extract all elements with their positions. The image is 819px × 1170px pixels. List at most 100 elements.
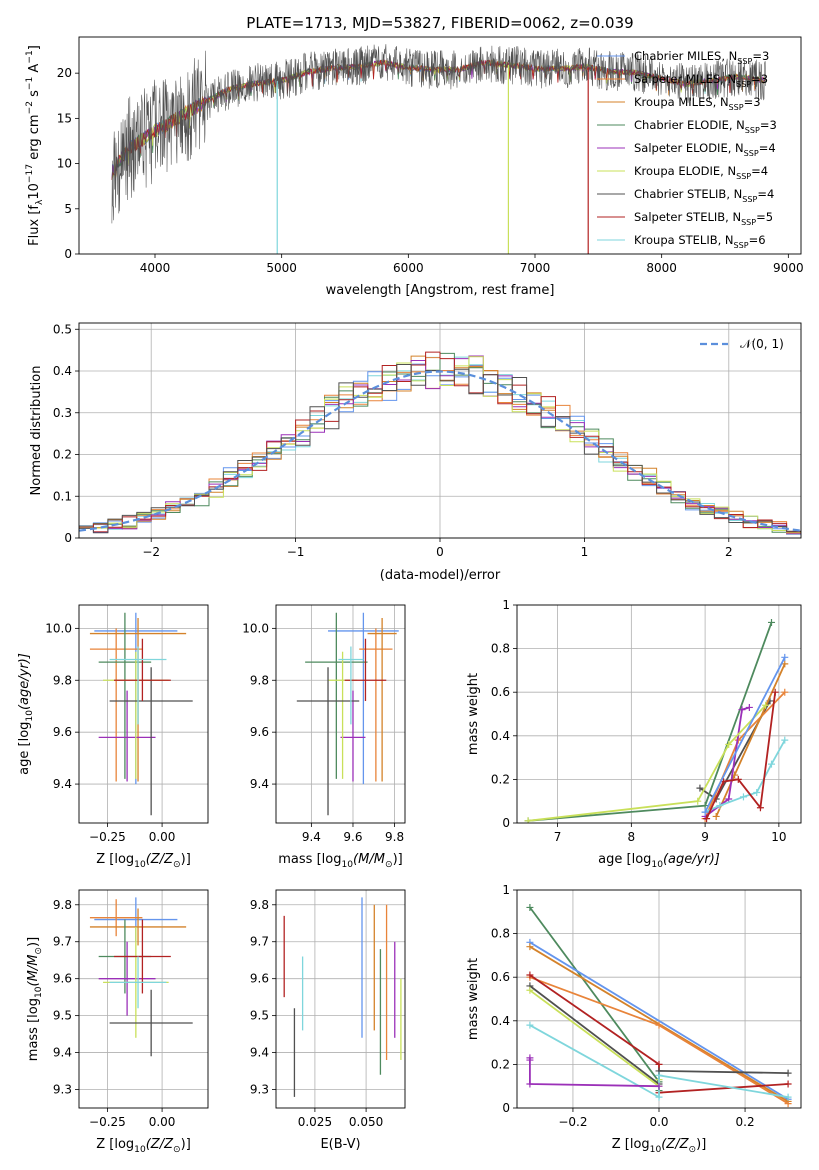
marker-plus xyxy=(526,903,534,911)
y-tick-label: 15 xyxy=(57,111,72,125)
x-axis-label-part: ⊙ xyxy=(173,1145,181,1155)
x-axis-label-part: (Z/Z xyxy=(661,1137,689,1152)
marker-plus xyxy=(716,802,724,810)
y-tick-label: 0.3 xyxy=(53,406,72,420)
y-tick-label: 0.1 xyxy=(53,489,72,503)
y-axis-label-part: (M/M xyxy=(26,955,41,987)
x-axis-label-part: Z [log xyxy=(612,1137,650,1152)
y-axis-label-part: 10 xyxy=(25,710,35,722)
x-tick-label: −2 xyxy=(142,545,160,559)
marker-plus xyxy=(526,971,534,979)
x-tick-label: 0.050 xyxy=(349,1115,383,1129)
marker-plus xyxy=(524,817,532,823)
x-tick-label: 0.025 xyxy=(298,1115,332,1129)
legend-label: Kroupa STELIB, NSSP=6 xyxy=(634,233,766,250)
y-tick-label: 0 xyxy=(64,247,72,261)
x-tick-label: −0.25 xyxy=(89,830,126,844)
y-axis-label: mass weight xyxy=(466,958,481,1040)
marker-plus xyxy=(655,1021,663,1029)
plot-area xyxy=(89,612,193,816)
y-axis-label: Flux [fλ10−17 erg cm−2 s−1 A−1] xyxy=(25,45,45,246)
age-vs-mass-panel: 9.4 9.6 9.8 9.4 9.6 9.8 10.0 mass [log10(M/M⊙)] xyxy=(242,604,406,870)
y-tick-label: 9.5 xyxy=(250,1009,269,1023)
legend-label-part: Chabrier ELODIE, N xyxy=(634,118,745,132)
y-tick-label: 9.7 xyxy=(53,935,72,949)
legend-label-part: SSP xyxy=(744,149,759,158)
y-axis-label-part: −17 xyxy=(25,164,35,183)
y-tick-label: 0 xyxy=(502,816,510,830)
y-axis-label-part: −2 xyxy=(25,101,35,114)
weight-line-cm xyxy=(704,656,786,813)
y-tick-label: 9.4 xyxy=(53,777,72,791)
y-axis-label-part: s xyxy=(27,90,42,101)
legend-label-part: =3 xyxy=(760,118,777,132)
y-axis-label-part: −1 xyxy=(25,77,35,90)
y-axis-label: mass weight xyxy=(466,673,481,755)
x-tick-label: 9 xyxy=(701,830,709,844)
y-tick-label: 9.6 xyxy=(250,972,269,986)
marker-plus xyxy=(655,1093,663,1101)
marker-plus xyxy=(767,618,775,626)
weight-line-ce xyxy=(528,622,773,822)
legend-label-part: =4 xyxy=(759,141,776,155)
y-tick-label: 0.6 xyxy=(491,685,510,699)
x-axis-label-part: )] xyxy=(696,1137,706,1152)
axes-frame xyxy=(275,889,406,1109)
x-axis-label: age [log10(age/yr)] xyxy=(598,852,720,870)
marker-plus xyxy=(655,1060,663,1068)
x-axis-label-part: age [log xyxy=(598,852,651,867)
x-axis-label-part: ⊙ xyxy=(173,860,181,870)
legend-label-gaussian: 𝒩(0, 1) xyxy=(740,337,784,351)
marker-plus xyxy=(694,797,702,805)
marker-plus xyxy=(784,1100,792,1108)
marker-plus xyxy=(725,741,733,749)
x-tick-label: 5000 xyxy=(266,261,297,275)
x-tick-label: 7000 xyxy=(520,261,551,275)
y-tick-label: 10.0 xyxy=(242,621,269,635)
legend-label-part: SSP xyxy=(736,80,751,89)
y-axis-label-part: age [log xyxy=(17,722,32,775)
legend-label-part: =3 xyxy=(751,72,768,86)
plot-area xyxy=(79,351,801,535)
grid xyxy=(79,605,208,823)
y-tick-label: 9.8 xyxy=(53,673,72,687)
x-axis-label: E(B-V) xyxy=(320,1137,360,1152)
marker-plus xyxy=(784,1069,792,1077)
y-axis-label-part: ] xyxy=(27,45,42,50)
x-tick-label: 9.4 xyxy=(302,830,321,844)
weight-line-ke xyxy=(529,989,660,1088)
y-axis-label: mass [log10(M/M⊙)] xyxy=(26,937,44,1061)
marker-plus xyxy=(739,793,747,801)
x-tick-label: 8000 xyxy=(646,261,677,275)
y-tick-label: 0.2 xyxy=(491,772,510,786)
legend-label: Chabrier ELODIE, NSSP=3 xyxy=(634,118,777,135)
y-tick-label: 9.6 xyxy=(250,725,269,739)
y-tick-label: 1 xyxy=(502,598,510,612)
marker-plus xyxy=(526,1080,534,1088)
x-tick-label: 8 xyxy=(628,830,636,844)
marker-plus xyxy=(781,688,789,696)
legend-label-part: SSP xyxy=(729,103,744,112)
legend-label: Kroupa ELODIE, NSSP=4 xyxy=(634,164,768,181)
y-tick-label: 9.5 xyxy=(53,1009,72,1023)
plot-area xyxy=(89,897,193,1057)
legend-label-part: SSP xyxy=(741,218,756,227)
plot-area xyxy=(111,44,766,254)
y-tick-label: 0.8 xyxy=(491,642,510,656)
x-axis-label: Z [log10(Z/Z⊙)] xyxy=(612,1137,707,1155)
y-axis-label: age [log10(age/yr)] xyxy=(17,653,35,775)
marker-plus xyxy=(703,815,711,823)
y-tick-label: 10 xyxy=(57,157,72,171)
marker-plus xyxy=(712,812,720,820)
marker-plus xyxy=(655,1082,663,1090)
grid xyxy=(276,890,405,1108)
residual-histogram-panel: −2 −1 0 1 2 0 0.1 0.2 0.3 0.4 0.5 𝒩(0, 1) (data-mode… xyxy=(29,322,802,583)
figure-title: PLATE=1713, MJD=53827, FIBERID=0062, z=0… xyxy=(246,14,633,32)
x-axis-label-part: (age/yr)] xyxy=(663,852,720,867)
y-axis-label-part: −1 xyxy=(25,50,35,63)
x-axis-label-part: 10 xyxy=(134,1145,146,1155)
y-tick-label: 0.4 xyxy=(491,1014,510,1028)
mass-vs-extinction-panel: 0.025 0.050 9.3 9.4 9.5 9.6 9.7 9.8 E(B-V) xyxy=(250,889,406,1152)
